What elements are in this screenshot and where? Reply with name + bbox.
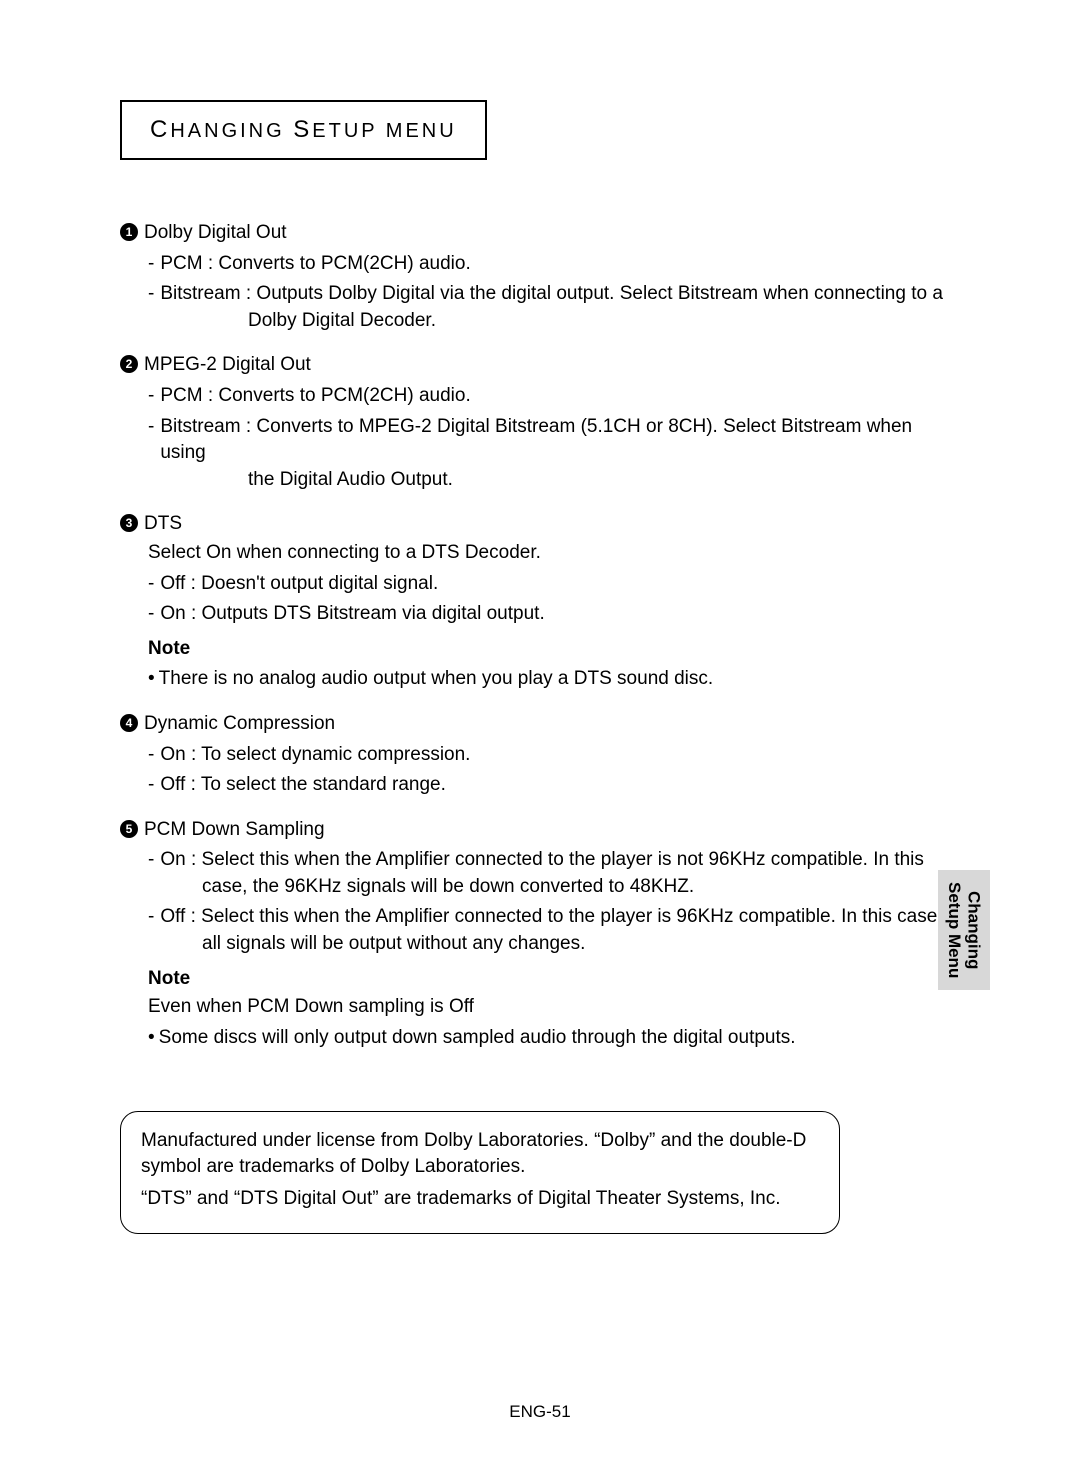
section-title-text: MPEG-2 Digital Out <box>144 352 311 379</box>
list-item: - Off : To select the standard range. <box>120 772 960 799</box>
page-container: CHANGING SETUP MENU 1 Dolby Digital Out … <box>0 0 1080 1482</box>
note-label: Note <box>120 636 960 663</box>
list-item: - Off : Doesn't output digital signal. <box>120 571 960 598</box>
side-tab-text: ChangingSetup Menu <box>944 882 983 978</box>
bullet-icon: 5 <box>120 820 138 838</box>
list-item-cont: Dolby Digital Decoder. <box>120 308 960 335</box>
section-dts: 3 DTS Select On when connecting to a DTS… <box>120 511 960 693</box>
list-item: - Bitstream : Outputs Dolby Digital via … <box>120 281 960 308</box>
note-lead: Even when PCM Down sampling is Off <box>120 994 960 1021</box>
section-header-box: CHANGING SETUP MENU <box>120 100 487 160</box>
list-item: - PCM : Converts to PCM(2CH) audio. <box>120 383 960 410</box>
list-item: - Bitstream : Converts to MPEG-2 Digital… <box>120 414 960 467</box>
section-header-title: CHANGING SETUP MENU <box>150 120 457 142</box>
list-item: - On : Outputs DTS Bitstream via digital… <box>120 601 960 628</box>
list-item: - PCM : Converts to PCM(2CH) audio. <box>120 251 960 278</box>
list-item-cont: all signals will be output without any c… <box>120 931 960 958</box>
bullet-icon: 4 <box>120 714 138 732</box>
list-item: - On : Select this when the Amplifier co… <box>120 847 960 874</box>
list-item-cont: case, the 96KHz signals will be down con… <box>120 874 960 901</box>
content-body: 1 Dolby Digital Out - PCM : Converts to … <box>120 220 960 1234</box>
section-dynamic: 4 Dynamic Compression - On : To select d… <box>120 711 960 799</box>
section-pcm: 5 PCM Down Sampling - On : Select this w… <box>120 817 960 1052</box>
section-title-text: DTS <box>144 511 182 538</box>
bullet-icon: 1 <box>120 223 138 241</box>
trademark-line: “DTS” and “DTS Digital Out” are trademar… <box>141 1186 819 1212</box>
note-item: •Some discs will only output down sample… <box>120 1025 960 1052</box>
section-title-text: PCM Down Sampling <box>144 817 325 844</box>
note-item: •There is no analog audio output when yo… <box>120 666 960 693</box>
section-title-text: Dolby Digital Out <box>144 220 287 247</box>
list-item: - On : To select dynamic compression. <box>120 742 960 769</box>
section-mpeg2: 2 MPEG-2 Digital Out - PCM : Converts to… <box>120 352 960 493</box>
section-title-text: Dynamic Compression <box>144 711 335 738</box>
bullet-icon: 2 <box>120 355 138 373</box>
section-lead: Select On when connecting to a DTS Decod… <box>120 540 960 567</box>
section-dolby: 1 Dolby Digital Out - PCM : Converts to … <box>120 220 960 334</box>
side-tab: ChangingSetup Menu <box>938 870 990 990</box>
list-item-cont: the Digital Audio Output. <box>120 467 960 494</box>
page-number: ENG-51 <box>0 1402 1080 1422</box>
trademark-box: Manufactured under license from Dolby La… <box>120 1111 840 1234</box>
trademark-line: Manufactured under license from Dolby La… <box>141 1128 819 1179</box>
list-item: - Off : Select this when the Amplifier c… <box>120 904 960 931</box>
bullet-icon: 3 <box>120 514 138 532</box>
note-label: Note <box>120 966 960 993</box>
